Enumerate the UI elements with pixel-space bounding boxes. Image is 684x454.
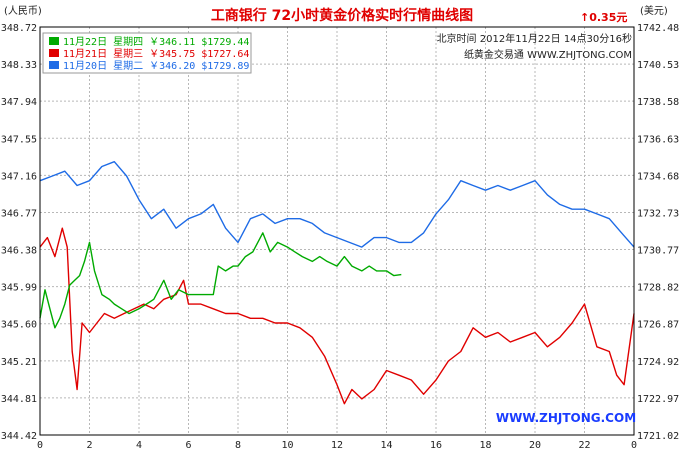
x-tick-label: 2 xyxy=(86,440,92,451)
site-line: 纸黄金交易通 WWW.ZHJTONG.COM xyxy=(464,48,632,61)
series-line-0 xyxy=(39,232,402,329)
x-tick-label: 20 xyxy=(529,440,541,451)
y-left-tick-label: 345.60 xyxy=(1,320,37,331)
y-left-tick-label: 344.81 xyxy=(1,394,37,405)
y-left-tick-label: 348.72 xyxy=(1,23,37,34)
watermark: WWW.ZHJTONG.COM xyxy=(496,411,636,425)
legend-label-1121: 11月21日 星期三 ￥345.75 $1727.64 xyxy=(63,48,249,60)
y-right-tick-label: 1721.02 xyxy=(637,431,679,442)
plot-frame xyxy=(39,26,635,436)
y-left-tick-label: 345.99 xyxy=(1,283,37,294)
x-tick-label: 0 xyxy=(631,440,637,451)
x-tick-label: 8 xyxy=(235,440,241,451)
y-left-tick-label: 344.42 xyxy=(1,431,37,442)
y-right-tick-label: 1728.82 xyxy=(637,283,679,294)
left-unit-label: (人民币) xyxy=(4,5,42,17)
y-right-tick-label: 1734.68 xyxy=(637,171,679,182)
y-right-tick-label: 1740.53 xyxy=(637,60,679,71)
y-left-tick-label: 347.16 xyxy=(1,171,37,182)
x-tick-labels: 0 2 4 6 8 10 12 14 16 18 20 22 0 xyxy=(37,440,637,451)
time-line: 北京时间 2012年11月22日 14点30分16秒 xyxy=(437,32,632,45)
price-change: ↑0.35元 xyxy=(580,11,627,24)
grid xyxy=(40,27,634,435)
y-right-tick-label: 1726.87 xyxy=(637,320,679,331)
y-right-tick-label: 1730.77 xyxy=(637,246,679,257)
y-left-tick-label: 347.94 xyxy=(1,97,37,108)
x-tick-label: 18 xyxy=(479,440,491,451)
legend-label-1122: 11月22日 星期四 ￥346.11 $1729.44 xyxy=(63,36,249,48)
series-lines xyxy=(39,160,635,405)
legend-swatch-green xyxy=(49,37,59,45)
y-right-tick-label: 1732.73 xyxy=(637,208,679,219)
y-right-tick-label: 1738.58 xyxy=(637,97,679,108)
y-left-tick-label: 347.55 xyxy=(1,134,37,145)
y-right-tick-label: 1736.63 xyxy=(637,134,679,145)
legend-label-1120: 11月20日 星期二 ￥346.20 $1729.89 xyxy=(63,60,249,72)
x-tick-label: 14 xyxy=(380,440,392,451)
right-unit-label: (美元) xyxy=(640,4,668,17)
x-tick-label: 10 xyxy=(281,440,293,451)
y-right-tick-label: 1722.97 xyxy=(637,394,679,405)
legend-box xyxy=(42,32,252,74)
y-right-tick-label: 1724.92 xyxy=(637,357,679,368)
x-tick-label: 0 xyxy=(37,440,43,451)
series-line-1 xyxy=(39,227,635,405)
legend-swatch-blue xyxy=(49,61,59,69)
chart-title: 工商银行 72小时黄金价格实时行情曲线图 xyxy=(211,7,473,24)
x-tick-label: 4 xyxy=(136,440,142,451)
x-tick-label: 12 xyxy=(331,440,343,451)
y-left-tick-label: 348.33 xyxy=(1,60,37,71)
series-line-2 xyxy=(39,160,635,248)
legend: 11月22日 星期四 ￥346.11 $1729.44 11月21日 星期三 ￥… xyxy=(42,32,252,74)
y-left-tick-label: 346.38 xyxy=(1,246,37,257)
legend-swatch-red xyxy=(49,49,59,57)
x-tick-label: 16 xyxy=(430,440,442,451)
y-right-tick-label: 1742.48 xyxy=(637,23,679,34)
y-tick-labels: 348.72 1742.48 348.33 1740.53 347.94 1738.58 3… xyxy=(1,23,679,442)
y-left-tick-label: 346.77 xyxy=(1,208,37,219)
x-tick-label: 6 xyxy=(185,440,191,451)
x-tick-label: 22 xyxy=(578,440,590,451)
y-left-tick-label: 345.21 xyxy=(1,357,37,368)
